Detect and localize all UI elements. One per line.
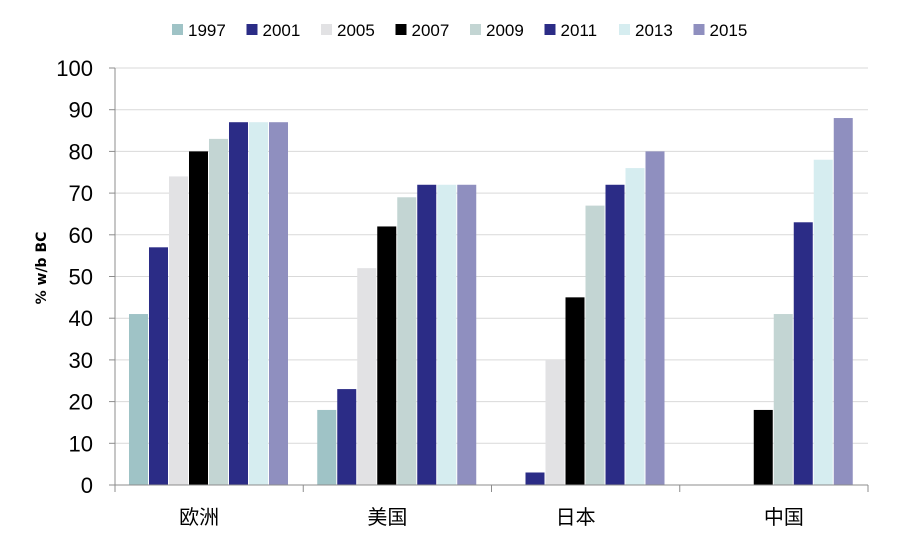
legend-label: 2013 <box>635 21 673 40</box>
legend-label: 2001 <box>263 21 301 40</box>
legend-label: 2011 <box>561 21 598 40</box>
y-tick-label: 10 <box>69 431 93 456</box>
legend-swatch <box>619 24 630 35</box>
bar-2009-2 <box>585 205 605 486</box>
legend-swatch <box>321 24 332 35</box>
legend-swatch <box>470 24 481 35</box>
bar-1997-1 <box>317 409 337 485</box>
y-tick-label: 80 <box>69 139 93 164</box>
y-axis-label: % w/b BC <box>34 232 50 305</box>
bar-2015-3 <box>833 118 853 485</box>
legend-label: 2009 <box>486 21 524 40</box>
bar-2001-1 <box>337 389 357 485</box>
legend-label: 1997 <box>188 21 226 40</box>
y-tick-label: 20 <box>69 390 93 415</box>
bar-2007-0 <box>189 151 208 485</box>
bar-2013-2 <box>625 168 645 485</box>
category-label: 欧洲 <box>179 505 219 529</box>
legend-swatch <box>172 24 183 35</box>
bar-1997-0 <box>129 314 148 485</box>
bar-2013-3 <box>813 159 833 486</box>
bar-2013-1 <box>437 184 457 485</box>
legend: 1997 2001 2005 2007 2009 2011 2013 2015 <box>172 21 747 40</box>
y-tick-label: 40 <box>69 306 93 331</box>
y-tick-labels: 0 10 20 30 40 50 60 70 80 90 100 <box>56 56 93 498</box>
legend-swatch <box>693 24 705 35</box>
y-tick-label: 60 <box>69 223 93 248</box>
category-labels: 欧洲 美国 日本 中国 <box>179 505 804 529</box>
bar-2011-2 <box>605 184 625 485</box>
bar-2009-1 <box>397 197 417 485</box>
legend-label: 2007 <box>412 21 450 40</box>
bar-2007-2 <box>565 297 585 485</box>
bar-2001-0 <box>149 247 168 485</box>
bar-2001-2 <box>525 472 545 485</box>
bar-2005-1 <box>357 268 377 485</box>
bar-2007-3 <box>753 409 773 485</box>
legend-swatch <box>395 24 407 35</box>
bars <box>129 118 853 486</box>
bar-2005-0 <box>169 176 188 486</box>
y-tick-label: 50 <box>69 265 93 290</box>
y-tick-label: 70 <box>69 181 93 206</box>
bar-2015-2 <box>645 151 665 485</box>
legend-swatch <box>246 24 258 35</box>
bar-2011-1 <box>417 184 437 485</box>
bar-2015-0 <box>269 122 288 486</box>
legend-swatch <box>544 24 556 35</box>
category-label: 中国 <box>764 505 804 529</box>
bar-2015-1 <box>457 184 477 485</box>
y-tick-label: 100 <box>56 56 93 81</box>
legend-label: 2005 <box>337 21 375 40</box>
y-tick-label: 90 <box>69 98 93 123</box>
legend-label: 2015 <box>710 21 748 40</box>
bar-2009-3 <box>773 314 793 485</box>
bar-2007-1 <box>377 226 397 485</box>
bar-2011-0 <box>229 122 248 486</box>
axes <box>109 67 869 492</box>
y-tick-label: 30 <box>69 348 93 373</box>
category-label: 日本 <box>556 505 596 529</box>
bar-2011-3 <box>793 222 813 486</box>
bar-2009-0 <box>209 138 228 485</box>
y-tick-label: 0 <box>81 473 93 498</box>
category-label: 美国 <box>367 505 407 529</box>
bar-2005-2 <box>545 359 565 485</box>
bar-2013-0 <box>249 122 268 486</box>
